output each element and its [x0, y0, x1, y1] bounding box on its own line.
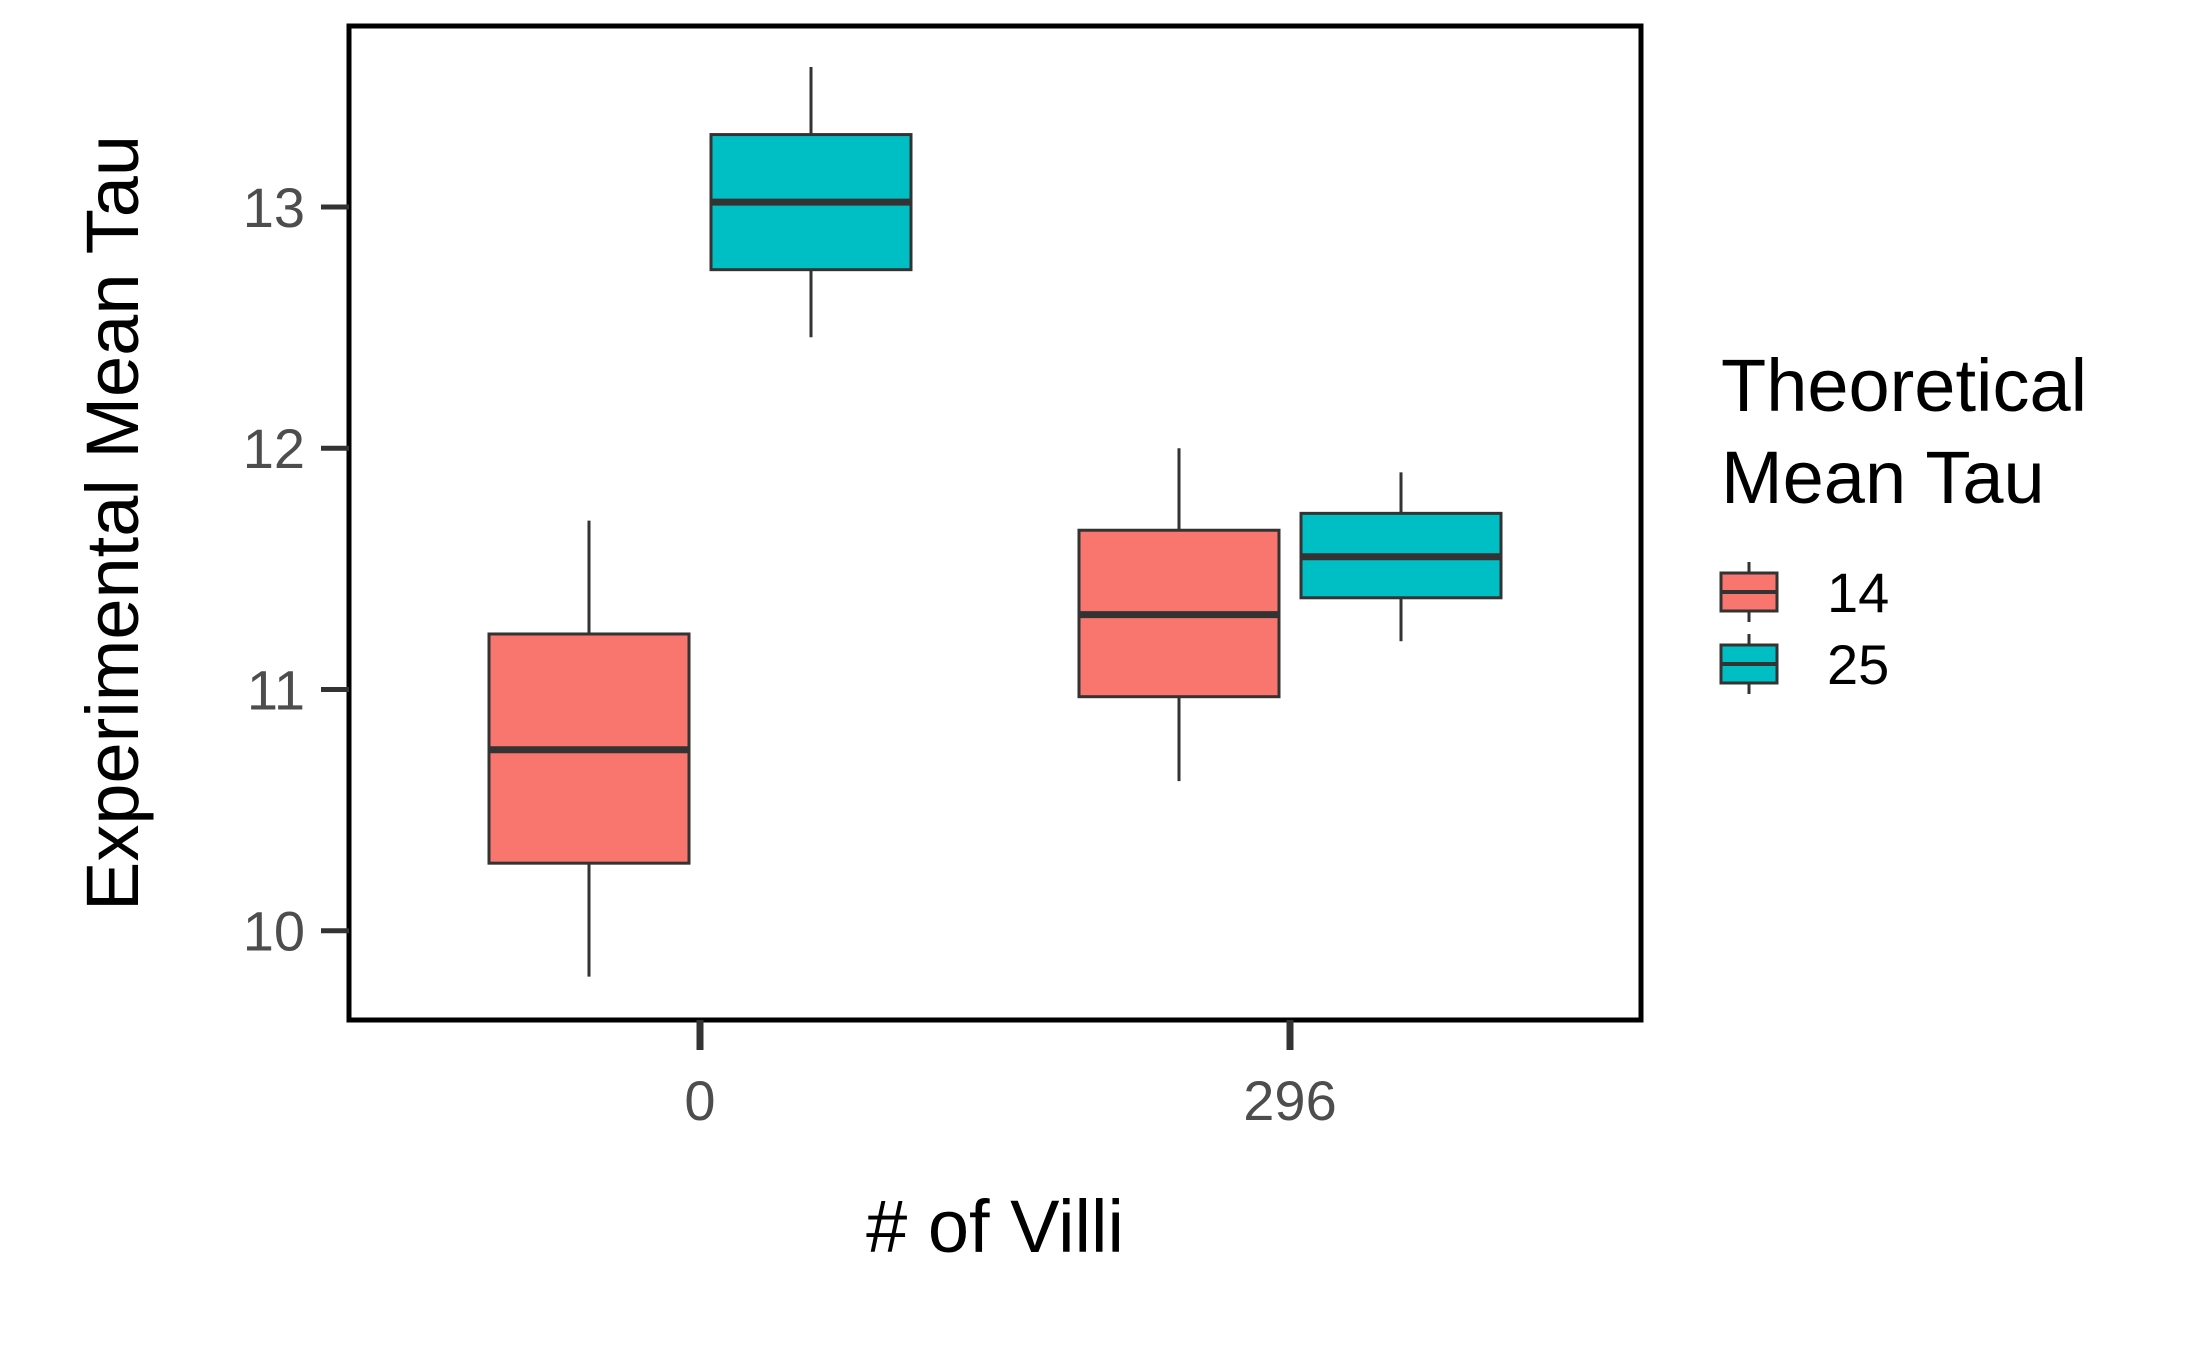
- legend-title-line-1: Theoretical: [1721, 344, 2087, 427]
- legend-label: 14: [1827, 561, 1889, 624]
- y-axis-title: Experimental Mean Tau: [71, 135, 154, 911]
- x-axis: 0 296: [684, 1020, 1337, 1132]
- box-14-villi-0: [487, 520, 691, 977]
- legend-title-line-2: Mean Tau: [1721, 436, 2045, 519]
- y-tick-label: 11: [247, 658, 305, 721]
- x-tick-label: 296: [1243, 1069, 1336, 1132]
- x-axis-title: # of Villi: [866, 1185, 1124, 1268]
- y-axis: 10 11 12 13: [243, 176, 349, 963]
- y-tick-label: 12: [243, 417, 305, 480]
- box-25-villi-296: [1299, 472, 1503, 642]
- legend-item-25: 25: [1719, 633, 1889, 696]
- box-25-villi-0: [709, 67, 913, 338]
- x-tick-label: 0: [684, 1069, 715, 1132]
- y-tick-label: 13: [243, 176, 305, 239]
- boxes-layer: [487, 67, 1503, 977]
- box-14-villi-296: [1077, 448, 1281, 782]
- legend-label: 25: [1827, 633, 1889, 696]
- y-tick-label: 10: [243, 900, 305, 963]
- legend-item-14: 14: [1719, 561, 1889, 624]
